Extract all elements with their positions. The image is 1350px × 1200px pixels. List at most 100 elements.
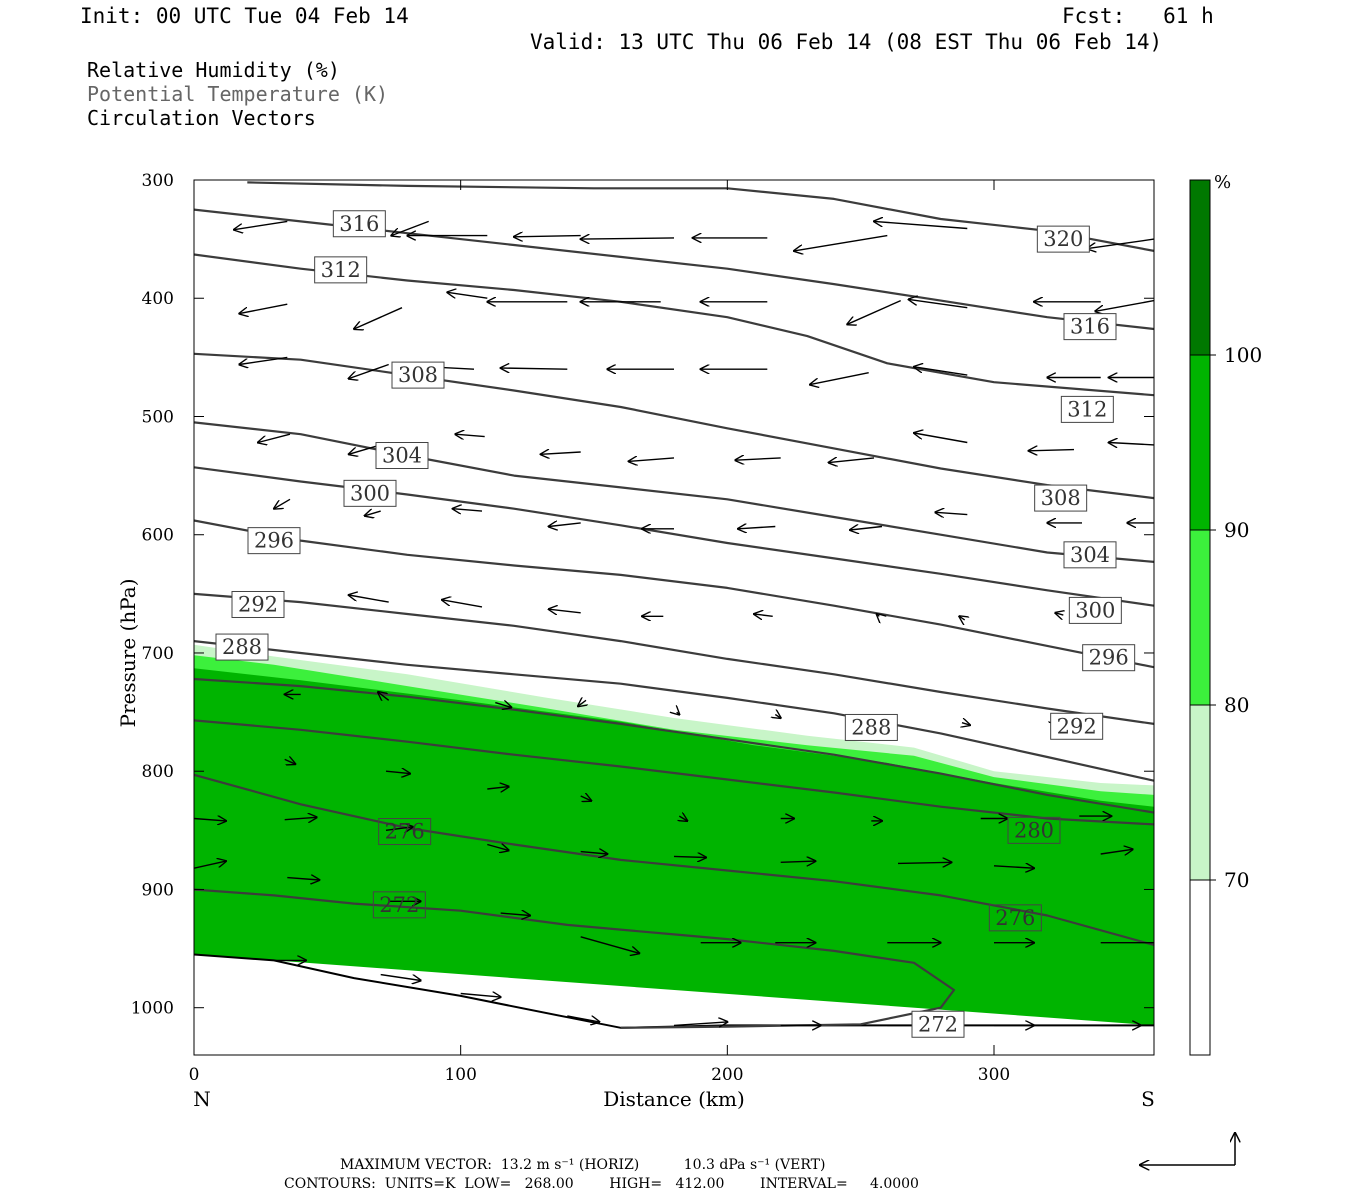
colorbar-level-label: 100 [1224,343,1262,367]
isentrope-label-276: 276 [988,904,1042,932]
circulation-vector [1109,443,1154,445]
circulation-vector [194,819,226,821]
colorbar-segment [1190,705,1210,880]
isentrope-label-272: 272 [911,1010,965,1038]
circulation-vector [349,363,389,379]
isentrope-label-text: 304 [1070,543,1110,567]
isentrope-label-box [391,361,445,389]
circulation-vector [1100,849,1133,854]
isentrope-label-288: 288 [844,713,898,741]
circulation-vector [549,523,581,527]
isentrope-label-box [375,442,429,470]
circulation-vector [580,936,640,954]
circulation-vector [385,771,410,773]
isentrope-label-box [1036,225,1090,253]
isentrope-label-296: 296 [247,527,301,555]
circulation-vector [735,458,781,460]
circulation-vector [500,913,530,915]
axes: 300 400 500 600 700 800 900 1000 0 100 200 300 Dista… [116,171,1155,1111]
isentrope-label-text: 300 [350,481,390,505]
isentrope-280 [194,719,1154,826]
y-tick-label: 900 [142,880,174,900]
isentrope-label-text: 272 [918,1012,958,1036]
circulation-vector [514,236,581,237]
isentrope-label-box [1082,644,1136,672]
circulation-vector [877,614,880,616]
north-label: N [193,1087,211,1111]
isentrope-label-300: 300 [1068,596,1122,624]
circulation-vector [775,715,780,719]
circulation-vector [501,368,568,369]
circulation-vector [391,220,429,235]
isentrope-label-296: 296 [1082,644,1136,672]
isentrope-label-text: 296 [254,529,294,553]
circulation-vector [962,723,970,725]
circulation-vector [580,852,608,854]
isentrope-label-box [1007,816,1061,844]
max-vector-note: MAXIMUM VECTOR: 13.2 m s⁻¹ (HORIZ) 10.3 … [340,1157,826,1173]
isentrope-label-box [1063,541,1117,569]
y-tick-label: 800 [142,762,174,782]
isentrope-label-312: 312 [314,256,368,284]
isentrope-label-text: 312 [321,258,361,282]
rh-shading [194,644,1154,1055]
y-tick-label: 1000 [131,999,174,1019]
circulation-vector [874,221,968,230]
circulation-vector [442,600,483,608]
circulation-vector [380,973,421,981]
isentrope-label-box [1063,313,1117,341]
circulation-vector [287,878,319,880]
circulation-vector [194,861,226,869]
forecast-hour: Fcst: 61 h [1062,4,1214,28]
circulation-vector [1095,299,1154,312]
circulation-vector [239,356,288,364]
reference-vector-icon [1140,1133,1235,1165]
circulation-vector [258,433,291,442]
y-tick-label: 300 [142,171,174,191]
isentrope-label-box [215,633,269,661]
contours-note: CONTOURS: UNITS=K LOW= 268.00 HIGH= 412.… [284,1176,919,1192]
x-tick-label: 0 [189,1065,200,1085]
circulation-vector [453,509,483,511]
isentrope-label-276: 276 [378,818,432,846]
x-tick-label: 100 [444,1065,476,1085]
isentrope-label-box [1060,395,1114,423]
colorbar-frame [1189,179,1211,1056]
isentrope-276 [194,773,1154,947]
isentrope-320 [247,181,1154,252]
circulation-vector [354,307,403,329]
circulation-vector [460,994,501,998]
isentrope-label-316: 316 [332,210,386,238]
circulation-vector [677,712,680,714]
colorbar-unit: % [1214,172,1231,193]
circulation-vector [1087,238,1154,249]
isentrope-label-300: 300 [343,479,397,507]
circulation-vector [794,234,888,251]
isentrope-label-text: 308 [398,363,438,387]
isentrope-label-box [343,479,397,507]
isentrope-labels: 272 272 276 276 280 288 288 292 292 296 296 300 300 3… [215,210,1136,1038]
isentrope-label-box [372,891,426,919]
colorbar-segment [1190,880,1210,1055]
circulation-vector [1029,450,1075,451]
isentrope-label-320: 320 [1036,225,1090,253]
circulation-vector [679,816,687,821]
y-tick-label: 400 [142,289,174,309]
circulation-vector [455,434,485,436]
colorbar-level-label: 70 [1224,868,1249,892]
isentrope-label-box [247,527,301,555]
isentrope-label-text: 296 [1089,646,1129,670]
isentrope-288 [194,640,1154,782]
circulation-vector [829,458,875,463]
isentrope-label-box [314,256,368,284]
init-time: Init: 00 UTC Tue 04 Feb 14 [80,4,409,28]
colorbar: 100 90 80 70% [1189,172,1262,1056]
colorbar-level-label: 80 [1224,693,1249,717]
isentrope-label-text: 292 [238,592,278,616]
circulation-vector [1055,613,1063,615]
isentrope-label-box [378,818,432,846]
circulation-vector [780,861,816,862]
circulation-vector [738,527,776,529]
isentrope-label-text: 308 [1041,486,1081,510]
